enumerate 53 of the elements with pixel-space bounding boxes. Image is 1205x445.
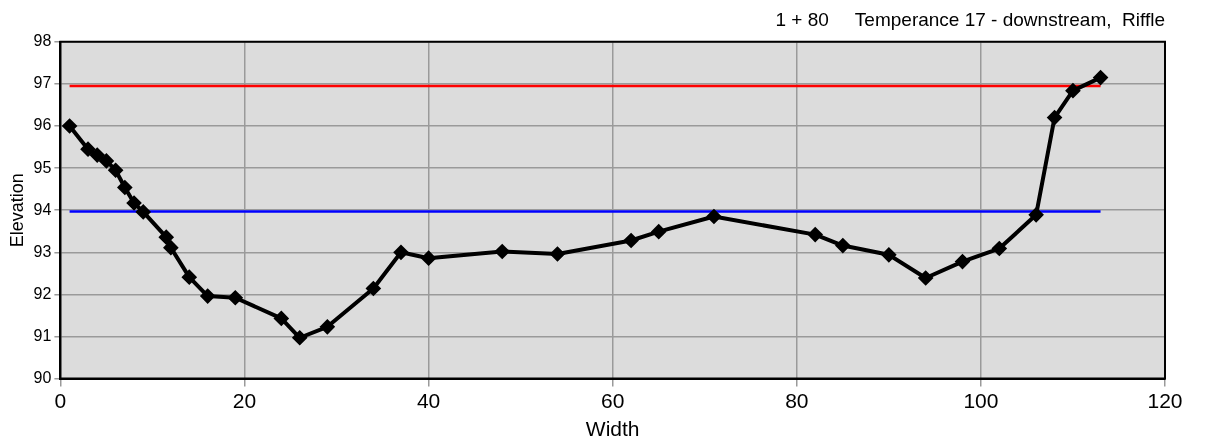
point [320,319,335,334]
point [62,119,77,133]
y-tick-label: 95 [33,158,52,176]
x-tick-label: 60 [601,389,625,412]
point [1093,70,1108,85]
point [117,180,132,195]
point [127,196,142,211]
point [706,209,721,224]
y-axis-title: Elevation [6,173,27,248]
point [292,330,307,345]
x-tick-label: 40 [416,389,441,412]
x-tick-label: 100 [963,389,999,412]
point [81,142,96,157]
y-tick-label: 90 [33,369,52,387]
x-tick-label: 120 [1147,389,1183,412]
point [228,290,243,305]
point [393,245,408,260]
point [108,163,123,178]
point [881,247,896,262]
y-tick-label: 91 [33,326,52,344]
point [992,241,1007,256]
point [1065,83,1080,98]
y-tick-label: 93 [33,242,52,260]
x-tick-label: 0 [54,389,67,412]
y-tick-label: 92 [33,284,52,302]
point [808,227,823,242]
point [366,281,381,296]
point [835,238,850,253]
point [1029,207,1044,222]
point [159,230,174,245]
point [918,270,933,285]
point [495,244,510,259]
chart-title: 1 + 80 Temperance 17 - downstream, Riffle [775,8,1165,30]
x-axis-title: Width [585,417,640,441]
y-tick-label: 96 [33,116,52,134]
point [182,270,197,285]
point [421,251,436,266]
point [651,224,666,239]
point [624,233,639,248]
y-tick-label: 94 [33,200,52,218]
point [90,148,105,163]
x-tick-label: 20 [232,389,257,412]
point [136,204,151,219]
point [1047,110,1062,125]
point [99,153,114,168]
point [550,246,565,261]
point [200,289,215,304]
y-tick-label: 98 [33,32,52,50]
point [955,254,970,269]
y-tick-label: 97 [33,74,52,92]
x-tick-label: 80 [785,389,809,412]
point [274,311,289,326]
point [163,240,178,255]
